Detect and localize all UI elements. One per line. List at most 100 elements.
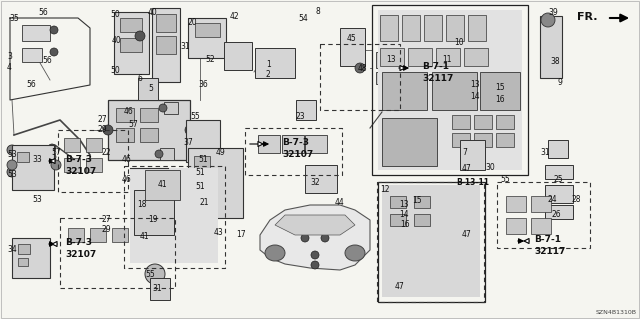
Text: 32107: 32107 [65,250,96,259]
Ellipse shape [7,145,17,155]
Text: 28: 28 [572,195,582,204]
Text: B-7-3: B-7-3 [282,138,309,147]
Text: 46: 46 [124,107,134,116]
Text: 32107: 32107 [282,150,313,159]
Text: 34: 34 [7,245,17,254]
Bar [376,52,392,68]
Text: 23: 23 [296,112,306,121]
Polygon shape [275,215,355,235]
Text: 48: 48 [358,64,367,73]
Text: 12: 12 [380,185,390,194]
Ellipse shape [51,160,61,170]
Text: B-7-1: B-7-1 [534,235,561,244]
Bar [186,120,220,162]
Text: 40: 40 [112,36,122,45]
Text: 56: 56 [26,80,36,89]
Ellipse shape [321,234,329,242]
Bar [255,48,295,78]
Text: B-7-3: B-7-3 [65,155,92,164]
Ellipse shape [265,245,285,261]
Text: 38: 38 [550,57,559,66]
Bar [296,100,316,120]
Bar [140,108,158,122]
Bar [140,128,158,142]
Bar [531,218,551,234]
Text: 26: 26 [552,210,562,219]
Bar [116,128,134,142]
Text: 47: 47 [395,282,404,291]
Bar [432,72,477,110]
Text: 41: 41 [158,180,168,189]
Bar [18,258,28,266]
Text: 33: 33 [32,155,42,164]
Text: 19: 19 [148,215,157,224]
Bar [64,158,80,172]
Text: FR.: FR. [577,12,598,22]
Bar [188,148,243,218]
Bar [130,168,218,263]
Bar [496,133,514,147]
Text: 40: 40 [148,8,157,17]
Text: 15: 15 [412,196,422,205]
Text: 55: 55 [500,175,509,184]
Bar [424,15,442,41]
Bar [188,18,226,58]
Bar [305,135,327,153]
Text: 45: 45 [347,34,356,43]
Bar [258,135,280,153]
Bar [378,10,522,170]
Text: 3: 3 [7,52,12,61]
Bar [506,196,526,212]
Text: 25: 25 [554,175,564,184]
Ellipse shape [155,150,163,158]
Bar [390,214,406,226]
Bar [108,100,190,160]
Bar [68,228,84,242]
Bar [382,185,480,297]
Text: 29: 29 [102,225,111,234]
Bar [22,48,42,62]
Bar [114,12,149,74]
Text: 14: 14 [470,92,479,101]
Text: 30: 30 [485,163,495,172]
Bar [17,152,29,162]
Bar [90,228,106,242]
Ellipse shape [103,125,113,135]
Text: 51: 51 [195,168,205,177]
Text: 4: 4 [7,63,12,72]
Bar [402,15,420,41]
Ellipse shape [145,264,165,284]
Text: SZN4B1310B: SZN4B1310B [596,310,637,315]
Bar [497,182,590,248]
Text: 13: 13 [386,55,396,64]
Ellipse shape [48,144,56,152]
Text: 49: 49 [216,148,226,157]
Text: 51: 51 [198,155,207,164]
Ellipse shape [311,251,319,259]
Text: 41: 41 [140,232,150,241]
Text: 11: 11 [442,55,451,64]
Text: 27: 27 [98,115,108,124]
Text: 15: 15 [495,83,504,92]
Bar [377,182,484,302]
Bar [446,15,464,41]
Bar [194,172,210,184]
Text: 55: 55 [145,270,155,279]
Bar [18,244,30,254]
Bar [124,166,225,268]
Text: 8: 8 [315,7,320,16]
Text: 50: 50 [110,66,120,75]
Text: 29: 29 [98,125,108,134]
Bar [496,115,514,129]
Ellipse shape [48,153,56,161]
Text: 31: 31 [540,148,550,157]
Text: 53: 53 [32,195,42,204]
Bar [112,228,128,242]
Bar [474,115,492,129]
Ellipse shape [50,26,58,34]
Text: 13: 13 [470,80,479,89]
Bar [64,138,80,152]
Text: 55: 55 [190,112,200,121]
Text: 36: 36 [198,80,208,89]
Text: 22: 22 [102,148,111,157]
